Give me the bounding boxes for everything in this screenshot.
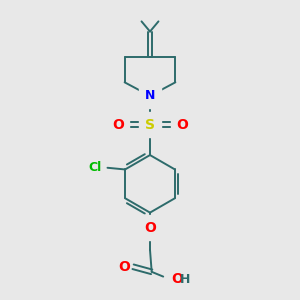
Text: O: O <box>112 118 124 132</box>
Text: S: S <box>145 118 155 132</box>
Text: O: O <box>171 272 183 286</box>
Text: N: N <box>145 89 155 102</box>
Text: Cl: Cl <box>88 161 101 174</box>
Text: O: O <box>144 221 156 235</box>
Text: O: O <box>118 260 130 274</box>
Text: O: O <box>176 118 188 132</box>
Text: H: H <box>180 273 190 286</box>
